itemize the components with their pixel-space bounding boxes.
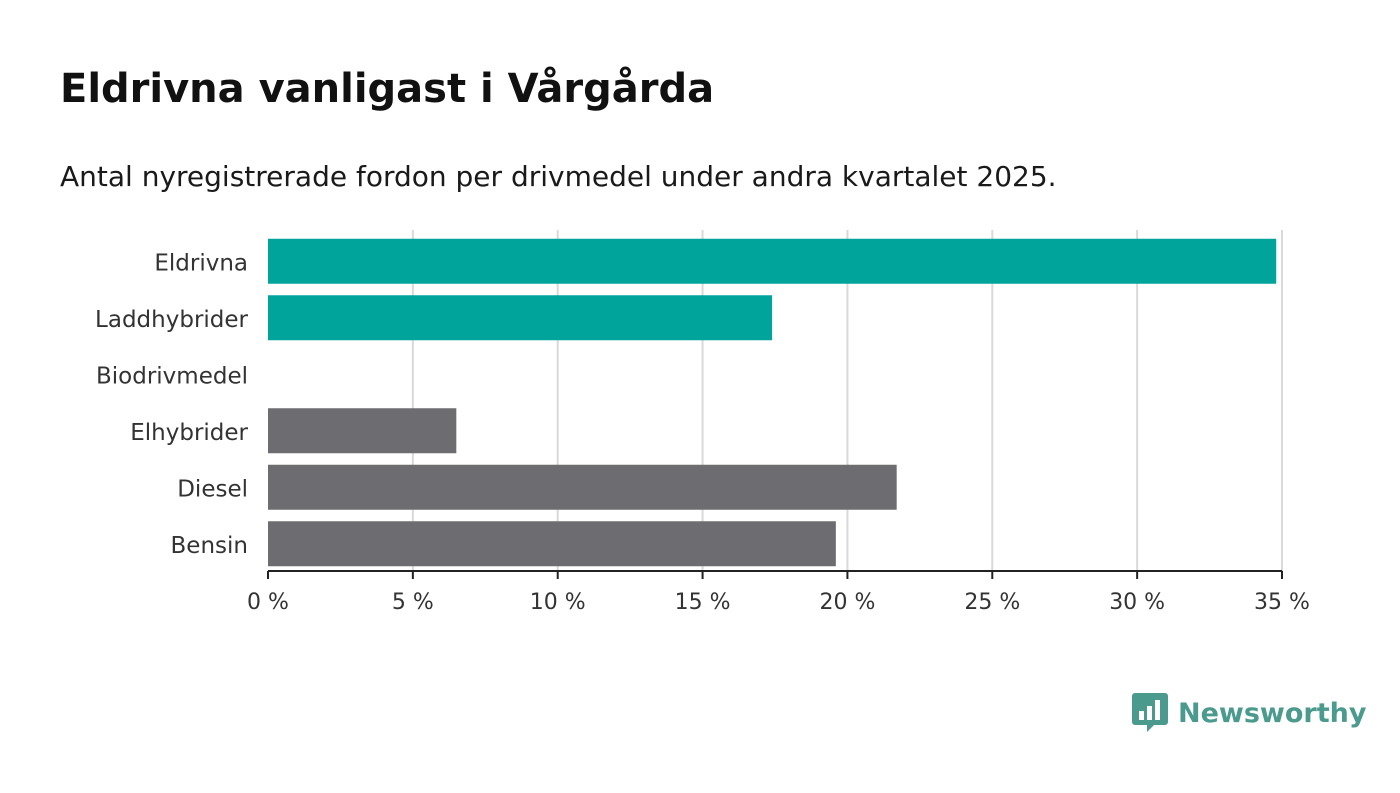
- category-label: Biodrivmedel: [96, 363, 248, 389]
- bar: [268, 521, 836, 567]
- category-label: Laddhybrider: [95, 307, 248, 333]
- x-tick-label: 10 %: [530, 590, 586, 615]
- x-tick-label: 35 %: [1254, 590, 1310, 615]
- newsworthy-logo: Newsworthy: [1132, 693, 1366, 733]
- category-label: Diesel: [177, 476, 248, 502]
- x-tick-label: 25 %: [964, 590, 1020, 615]
- x-tick-label: 5 %: [392, 590, 434, 615]
- x-tick-label: 30 %: [1109, 590, 1165, 615]
- bar: [268, 295, 773, 341]
- bar-chart: Eldrivna Laddhybrider Biodrivmedel Elhybrid…: [95, 230, 1310, 615]
- x-tick-label: 15 %: [675, 590, 731, 615]
- category-label: Bensin: [171, 533, 248, 559]
- category-label: Elhybrider: [130, 420, 248, 446]
- bar-chart-speech-bubble-icon: [1132, 693, 1168, 732]
- x-tick-label: 0 %: [247, 590, 289, 615]
- bar: [268, 408, 457, 454]
- bar: [268, 464, 897, 510]
- chart-title: Eldrivna vanligast i Vårgårda: [60, 66, 715, 112]
- chart-subtitle: Antal nyregistrerade fordon per drivmede…: [60, 160, 1057, 193]
- brand-name: Newsworthy: [1178, 697, 1367, 729]
- x-tick-label: 20 %: [819, 590, 875, 615]
- category-label: Eldrivna: [154, 250, 248, 276]
- bar: [268, 238, 1277, 284]
